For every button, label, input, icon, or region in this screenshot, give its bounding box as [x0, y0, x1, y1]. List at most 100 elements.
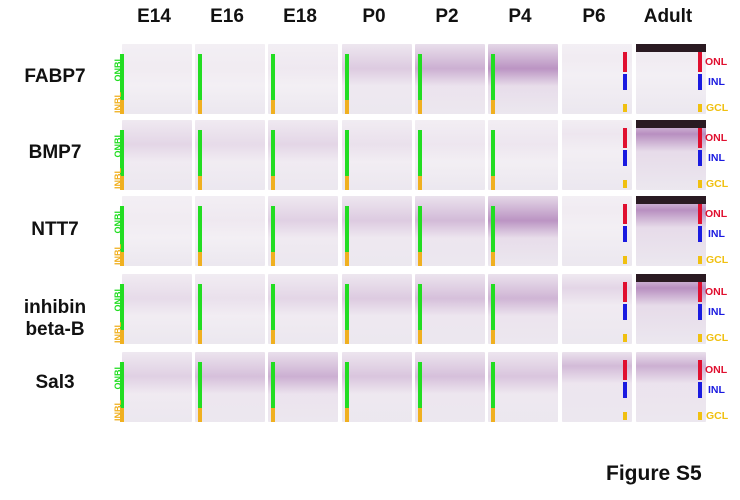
section-image: [342, 274, 412, 344]
row-header-bmp7: BMP7: [28, 142, 82, 163]
pigment-layer: [636, 120, 706, 128]
onbl-bar: [198, 362, 202, 408]
onbl-label: ONBL: [113, 364, 123, 390]
section-image: [342, 120, 412, 190]
gcl-bar: [623, 104, 627, 112]
onl-bar: [698, 360, 702, 380]
column-header-p6: P6: [582, 6, 606, 27]
inbl-bar: [271, 408, 275, 422]
onbl-bar: [491, 130, 495, 176]
onbl-bar: [491, 206, 495, 252]
onbl-label: ONBL: [113, 132, 123, 158]
column-header-p4: P4: [508, 6, 532, 27]
onl-bar: [623, 52, 627, 72]
onbl-bar: [418, 362, 422, 408]
inbl-bar: [271, 330, 275, 344]
onbl-bar: [345, 362, 349, 408]
inbl-bar: [345, 100, 349, 114]
inl-label: INL: [708, 152, 725, 164]
gcl-bar: [623, 334, 627, 342]
inbl-bar: [418, 100, 422, 114]
section-image: [415, 120, 485, 190]
inbl-bar: [418, 252, 422, 266]
section-image: [195, 44, 265, 114]
column-header-e16: E16: [210, 6, 244, 27]
row-header-sal3: Sal3: [35, 372, 75, 393]
inbl-bar: [198, 330, 202, 344]
onbl-bar: [345, 54, 349, 100]
onbl-bar: [271, 54, 275, 100]
row-header-fabp7: FABP7: [24, 66, 86, 87]
onl-bar: [698, 282, 702, 302]
onl-label: ONL: [705, 286, 728, 298]
onbl-bar: [418, 284, 422, 330]
onl-label: ONL: [705, 364, 728, 376]
column-header-p0: P0: [362, 6, 386, 27]
onbl-bar: [345, 206, 349, 252]
inbl-bar: [271, 100, 275, 114]
gcl-bar: [698, 104, 702, 112]
section-image: [636, 120, 706, 190]
inl-bar: [623, 382, 627, 398]
row-header-ntt7: NTT7: [31, 219, 79, 240]
inl-bar: [698, 150, 702, 166]
inbl-bar: [418, 330, 422, 344]
column-header-p2: P2: [435, 6, 459, 27]
inbl-bar: [120, 408, 124, 422]
section-image: [268, 196, 338, 266]
section-image: [195, 352, 265, 422]
onbl-bar: [491, 54, 495, 100]
inbl-bar: [198, 100, 202, 114]
section-image: [488, 120, 558, 190]
section-image: [562, 274, 632, 344]
onl-label: ONL: [705, 208, 728, 220]
onbl-bar: [491, 362, 495, 408]
section-image: [122, 120, 192, 190]
inbl-bar: [345, 408, 349, 422]
section-image: [415, 196, 485, 266]
onl-bar: [623, 282, 627, 302]
onbl-bar: [120, 284, 124, 330]
figure-label: Figure S5: [606, 462, 702, 485]
section-image: [122, 352, 192, 422]
section-image: [415, 352, 485, 422]
inbl-bar: [345, 252, 349, 266]
inl-label: INL: [708, 228, 725, 240]
onl-bar: [698, 128, 702, 148]
column-header-e14: E14: [137, 6, 171, 27]
onbl-bar: [271, 284, 275, 330]
onbl-bar: [418, 54, 422, 100]
inbl-bar: [271, 176, 275, 190]
section-image: [636, 274, 706, 344]
onl-label: ONL: [705, 56, 728, 68]
pigment-layer: [636, 196, 706, 204]
inl-bar: [698, 382, 702, 398]
section-image: [268, 274, 338, 344]
onbl-bar: [120, 54, 124, 100]
section-image: [636, 44, 706, 114]
pigment-layer: [636, 274, 706, 282]
inbl-bar: [491, 330, 495, 344]
section-image: [195, 196, 265, 266]
inbl-bar: [120, 100, 124, 114]
section-image: [488, 274, 558, 344]
section-image: [415, 274, 485, 344]
gcl-bar: [698, 334, 702, 342]
onbl-bar: [271, 206, 275, 252]
gcl-bar: [698, 180, 702, 188]
section-image: [195, 274, 265, 344]
row-header-line1: inhibin: [23, 297, 87, 318]
onbl-label: ONBL: [113, 286, 123, 312]
inl-bar: [698, 304, 702, 320]
inbl-bar: [120, 330, 124, 344]
onbl-bar: [120, 362, 124, 408]
onbl-bar: [345, 130, 349, 176]
section-image: [636, 352, 706, 422]
gcl-label: GCL: [706, 178, 729, 190]
onl-bar: [623, 204, 627, 224]
inbl-label: INBL: [113, 322, 123, 343]
inbl-bar: [418, 176, 422, 190]
pigment-layer: [636, 44, 706, 52]
inl-label: INL: [708, 76, 725, 88]
onl-bar: [698, 52, 702, 72]
